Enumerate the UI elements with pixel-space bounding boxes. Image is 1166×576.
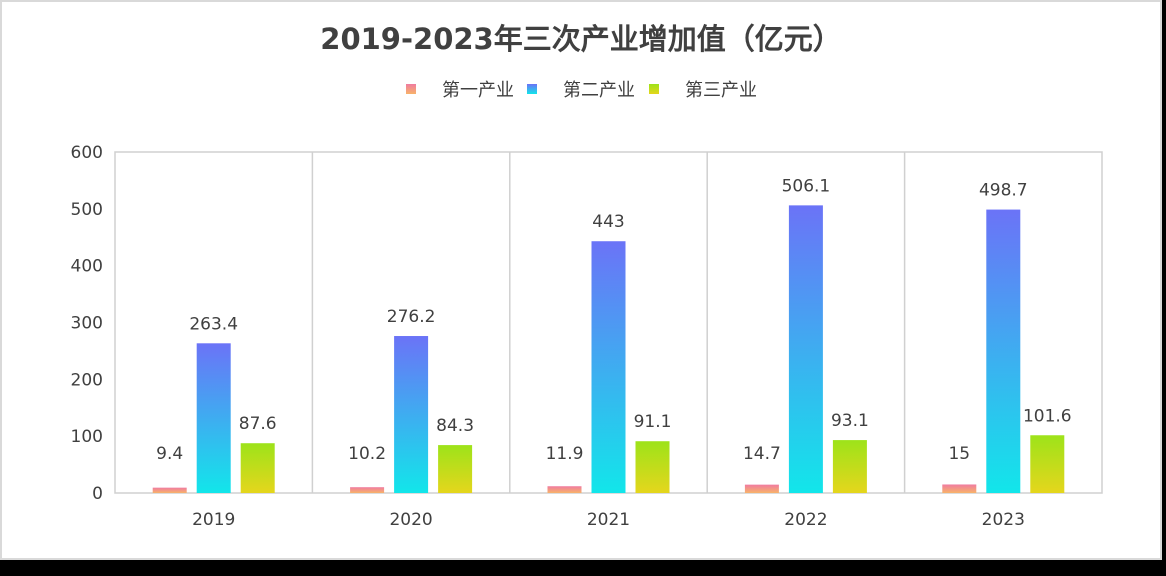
bar-series-3 — [1030, 435, 1065, 493]
legend-label-series-2: 第二产业 — [563, 80, 635, 101]
bar-series-1 — [942, 484, 977, 493]
legend-item-series-2[interactable]: 第二产业 — [527, 76, 635, 102]
bar-series-1 — [547, 486, 582, 493]
bar-series-2 — [986, 209, 1021, 493]
bar-series-3 — [635, 441, 670, 493]
bar-series-2 — [394, 336, 429, 493]
bar-series-1 — [744, 484, 779, 493]
y-tick-label: 500 — [71, 200, 103, 220]
x-tick-label: 2021 — [587, 510, 630, 530]
data-label: 506.1 — [782, 176, 831, 196]
data-label: 10.2 — [348, 444, 386, 464]
data-label: 276.2 — [387, 307, 436, 327]
y-tick-label: 300 — [71, 314, 103, 334]
data-label: 263.4 — [189, 314, 238, 334]
y-tick-label: 200 — [71, 370, 103, 390]
legend-swatch-series-2 — [527, 84, 537, 94]
y-tick-label: 100 — [71, 427, 103, 447]
bar-series-3 — [832, 440, 867, 493]
data-label: 84.3 — [436, 416, 474, 436]
bar-series-1 — [152, 487, 187, 493]
data-label: 15 — [948, 444, 970, 464]
data-label: 87.6 — [239, 414, 277, 434]
chart-legend: 第一产业 第二产业 第三产业 — [2, 76, 1160, 102]
bar-series-2 — [196, 343, 231, 493]
bar-chart-plot: 0 100 200 300 400 500 600 2019 9.4 263.4 87.6 2020 1… — [71, 143, 1103, 530]
data-label: 14.7 — [743, 444, 781, 464]
x-tick-label: 2019 — [192, 510, 235, 530]
legend-item-series-3[interactable]: 第三产业 — [649, 76, 757, 102]
data-label: 91.1 — [634, 412, 672, 432]
bar-series-2 — [788, 205, 823, 493]
legend-swatch-series-3 — [649, 84, 659, 94]
bar-series-2 — [591, 241, 626, 493]
data-label: 443 — [592, 212, 624, 232]
bar-series-3 — [438, 445, 473, 493]
y-tick-label: 0 — [92, 484, 103, 504]
bar-series-1 — [350, 487, 385, 493]
legend-label-series-1: 第一产业 — [442, 80, 514, 101]
x-tick-label: 2022 — [784, 510, 827, 530]
bar-series-3 — [240, 443, 275, 493]
data-label: 498.7 — [979, 181, 1028, 201]
data-label: 9.4 — [156, 444, 183, 464]
y-tick-label: 600 — [71, 143, 103, 163]
legend-swatch-series-1 — [406, 84, 416, 94]
legend-label-series-3: 第三产业 — [685, 80, 757, 101]
data-label: 11.9 — [546, 444, 584, 464]
x-tick-label: 2020 — [389, 510, 432, 530]
data-label: 101.6 — [1023, 406, 1072, 426]
legend-item-series-1[interactable]: 第一产业 — [406, 76, 514, 102]
data-label: 93.1 — [831, 411, 869, 431]
y-tick-label: 400 — [71, 257, 103, 277]
chart-title: 2019-2023年三次产业增加值（亿元） — [320, 22, 842, 56]
x-tick-label: 2023 — [982, 510, 1025, 530]
